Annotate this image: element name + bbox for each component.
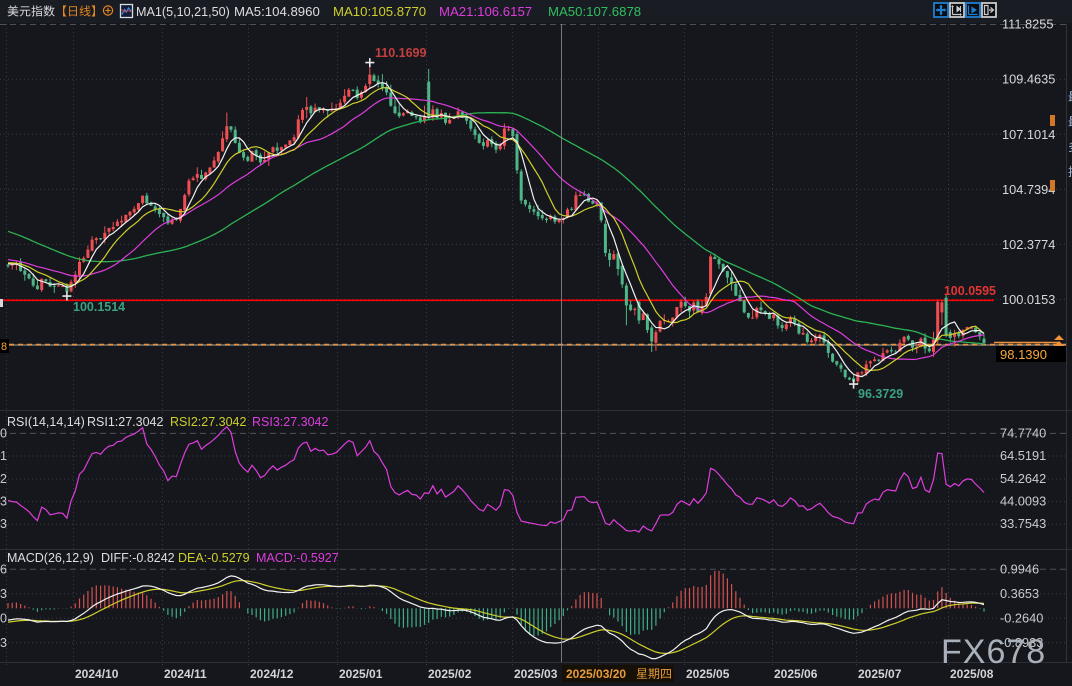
svg-text:2025/08: 2025/08	[950, 667, 994, 681]
svg-text:6: 6	[0, 562, 7, 576]
svg-text:111.8255: 111.8255	[1002, 17, 1053, 32]
svg-text:2025/07: 2025/07	[858, 667, 902, 681]
svg-text:2025/02: 2025/02	[428, 667, 472, 681]
svg-text:0.9946: 0.9946	[1000, 561, 1039, 576]
svg-text:2025/03: 2025/03	[514, 667, 558, 681]
svg-text:100.1514: 100.1514	[73, 300, 125, 314]
svg-text:8: 8	[1, 341, 7, 353]
svg-text:98.1390: 98.1390	[1000, 347, 1047, 362]
svg-text:110.1699: 110.1699	[375, 46, 426, 60]
svg-text:MA5:104.8960: MA5:104.8960	[234, 4, 320, 19]
svg-text:0.3653: 0.3653	[1000, 586, 1039, 601]
svg-text:2024/11: 2024/11	[164, 667, 207, 681]
svg-text:102.3774: 102.3774	[1002, 237, 1055, 252]
svg-text:FX678: FX678	[941, 633, 1046, 671]
svg-text:DEA:-0.5279: DEA:-0.5279	[178, 551, 250, 565]
svg-text:64.5191: 64.5191	[1000, 448, 1046, 463]
svg-text:2025/03/20: 2025/03/20	[566, 667, 626, 681]
svg-text:2025/06: 2025/06	[774, 667, 818, 681]
svg-text:104.7394: 104.7394	[1002, 182, 1055, 197]
svg-text:74.7740: 74.7740	[1000, 425, 1046, 440]
svg-text:-0.2640: -0.2640	[1000, 610, 1043, 625]
svg-text:MA1(5,10,21,50): MA1(5,10,21,50)	[136, 5, 230, 19]
svg-text:MACD(26,12,9): MACD(26,12,9)	[7, 551, 94, 565]
svg-text:2: 2	[0, 472, 7, 486]
svg-text:MA10:105.8770: MA10:105.8770	[333, 4, 426, 19]
svg-text:107.1014: 107.1014	[1002, 127, 1055, 142]
svg-text:3: 3	[0, 517, 7, 531]
svg-text:2024/10: 2024/10	[75, 667, 119, 681]
svg-text:-0.8933: -0.8933	[1000, 635, 1043, 650]
svg-text:100.0153: 100.0153	[1002, 292, 1055, 307]
svg-text:0: 0	[0, 611, 7, 625]
svg-text:1: 1	[0, 449, 7, 463]
svg-text:RSI1:27.3042: RSI1:27.3042	[87, 415, 163, 429]
svg-text:2025/01: 2025/01	[339, 667, 383, 681]
svg-text:2025/05: 2025/05	[686, 667, 730, 681]
svg-text:MA21:106.6157: MA21:106.6157	[439, 4, 532, 19]
svg-text:54.2642: 54.2642	[1000, 471, 1046, 486]
svg-text:100.0595: 100.0595	[944, 284, 996, 298]
svg-text:RSI3:27.3042: RSI3:27.3042	[252, 415, 328, 429]
svg-text:0: 0	[0, 426, 7, 440]
svg-text:MA50:107.6878: MA50:107.6878	[548, 4, 641, 19]
svg-text:MACD:-0.5927: MACD:-0.5927	[256, 551, 339, 565]
svg-text:RSI2:27.3042: RSI2:27.3042	[170, 415, 246, 429]
svg-text:DIFF:-0.8242: DIFF:-0.8242	[101, 551, 175, 565]
svg-text:96.3729: 96.3729	[858, 387, 903, 401]
svg-text:2024/12: 2024/12	[250, 667, 294, 681]
svg-text:33.7543: 33.7543	[1000, 516, 1046, 531]
svg-text:44.0093: 44.0093	[1000, 494, 1046, 509]
svg-text:3: 3	[0, 587, 7, 601]
svg-text:RSI(14,14,14): RSI(14,14,14)	[7, 415, 85, 429]
svg-text:109.4635: 109.4635	[1002, 72, 1055, 87]
svg-text:3: 3	[0, 495, 7, 509]
svg-text:3: 3	[0, 636, 7, 650]
